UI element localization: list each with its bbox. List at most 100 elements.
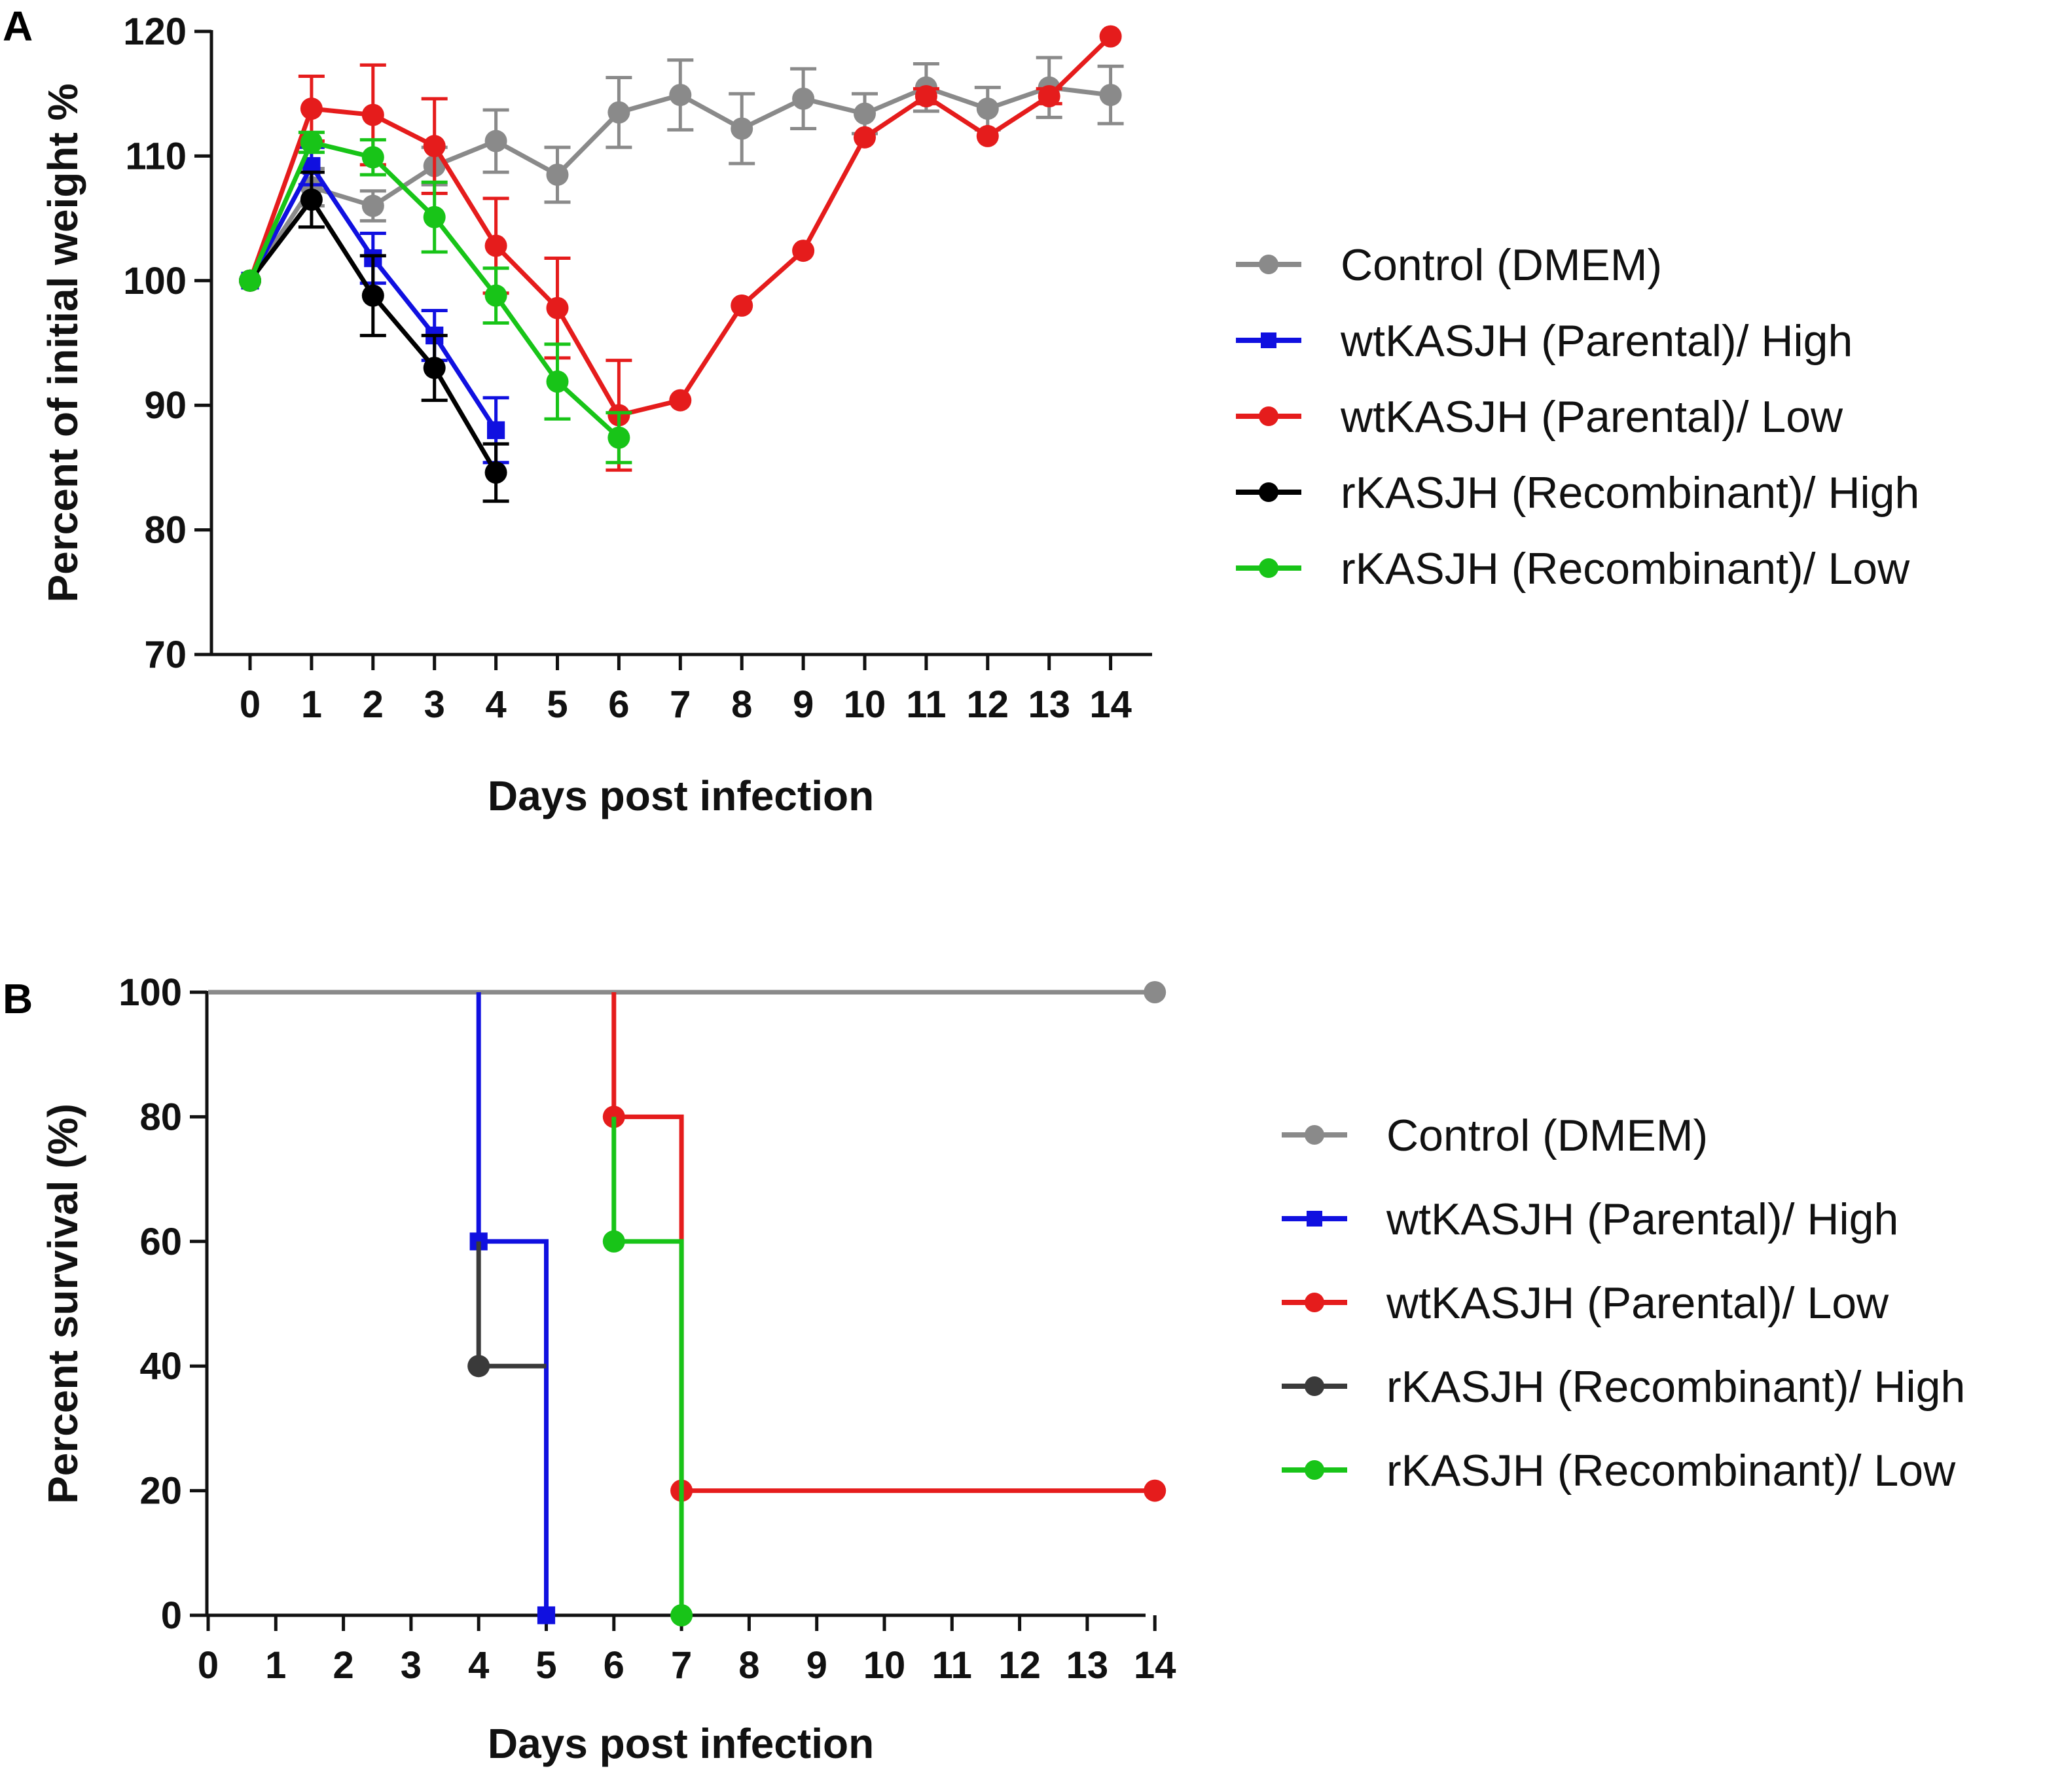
weight-point xyxy=(1099,25,1122,48)
weight-point xyxy=(546,296,569,319)
survival-series-rkasjh-recombinant-high xyxy=(467,1241,547,1378)
survival-x-tick-label: 2 xyxy=(333,1644,353,1687)
survival-x-tick-label: 9 xyxy=(806,1644,827,1687)
weight-x-tick-label: 11 xyxy=(906,683,946,726)
survival-x-tick-label: 1 xyxy=(265,1644,286,1687)
survival-x-tick-label: 14 xyxy=(1134,1644,1176,1687)
weight-point xyxy=(300,131,323,154)
survival-legend-label-rkasjh-recombinant-high: rKASJH (Recombinant)/ High xyxy=(1386,1362,1965,1412)
weight-x-tick-label: 12 xyxy=(967,683,1009,726)
weight-x-tick-label: 9 xyxy=(793,683,814,726)
survival-point xyxy=(1144,981,1167,1003)
survival-x-tick-label: 5 xyxy=(535,1644,556,1687)
weight-point xyxy=(484,234,507,257)
weight-point xyxy=(976,98,999,120)
weight-legend-label-control-dmem: Control (DMEM) xyxy=(1341,240,1662,290)
weight-legend-label-rkasjh-recombinant-high: rKASJH (Recombinant)/ High xyxy=(1341,468,1919,518)
survival-legend-marker-rkasjh-recombinant-high xyxy=(1305,1376,1324,1396)
weight-point xyxy=(361,194,384,217)
survival-x-tick-label: 11 xyxy=(932,1644,972,1687)
survival-chart: B Percent survival (%) Days post infecti… xyxy=(3,971,1965,1767)
weight-point xyxy=(361,146,384,169)
survival-y-tick-label: 20 xyxy=(139,1470,182,1513)
survival-legend-label-wtkasjh-parental-high: wtKASJH (Parental)/ High xyxy=(1386,1194,1898,1244)
survival-series-rkasjh-recombinant-low xyxy=(602,1117,693,1626)
weight-x-tick-label: 3 xyxy=(424,683,445,726)
survival-x-tick-label: 3 xyxy=(401,1644,422,1687)
weight-point xyxy=(669,84,692,107)
weight-x-tick-label: 7 xyxy=(670,683,691,726)
weight-x-tick-label: 13 xyxy=(1028,683,1070,726)
weight-point xyxy=(854,126,876,149)
survival-y-tick-label: 40 xyxy=(139,1345,182,1388)
survival-series-wtkasjh-parental-low xyxy=(602,992,1167,1502)
survival-step-line-wtkasjh-parental-low xyxy=(611,992,1155,1494)
weight-point xyxy=(239,269,261,292)
weight-point xyxy=(300,188,323,211)
survival-legend-marker-wtkasjh-parental-high xyxy=(1307,1211,1322,1227)
survival-step-line-wtkasjh-parental-high xyxy=(476,992,549,1615)
survival-x-tick-label: 6 xyxy=(604,1644,624,1687)
weight-y-tick-label: 110 xyxy=(125,135,187,177)
weight-point xyxy=(484,130,507,152)
weight-x-tick-label: 0 xyxy=(240,683,261,726)
weight-legend-marker-rkasjh-recombinant-high xyxy=(1259,482,1278,502)
weight-point xyxy=(731,294,753,317)
weight-point xyxy=(976,124,999,147)
survival-point xyxy=(1144,1479,1167,1502)
survival-legend-label-control-dmem: Control (DMEM) xyxy=(1386,1111,1708,1160)
weight-legend-marker-wtkasjh-parental-low xyxy=(1259,406,1278,426)
survival-step-line-rkasjh-recombinant-low xyxy=(611,1117,684,1615)
survival-chart-y-axis-title: Percent survival (%) xyxy=(39,1103,86,1504)
weight-point xyxy=(484,284,507,307)
weight-point xyxy=(914,85,937,108)
survival-x-tick-label: 8 xyxy=(738,1644,759,1687)
weight-point xyxy=(669,389,692,412)
survival-point xyxy=(602,1230,625,1253)
survival-x-tick-label: 4 xyxy=(468,1644,489,1687)
weight-x-tick-label: 4 xyxy=(485,683,506,726)
survival-x-tick-label: 7 xyxy=(671,1644,692,1687)
survival-point xyxy=(537,1606,556,1624)
survival-y-tick-label: 0 xyxy=(161,1594,182,1637)
survival-series-wtkasjh-parental-high xyxy=(469,992,556,1624)
survival-step-line-rkasjh-recombinant-high xyxy=(476,1241,547,1369)
survival-x-tick-label: 12 xyxy=(998,1644,1041,1687)
weight-x-tick-label: 1 xyxy=(301,683,322,726)
weight-chart-x-axis-title: Days post infection xyxy=(488,772,874,819)
survival-point xyxy=(670,1604,693,1626)
survival-x-tick-label: 0 xyxy=(198,1644,219,1687)
survival-legend-marker-rkasjh-recombinant-low xyxy=(1305,1460,1324,1480)
weight-x-tick-label: 8 xyxy=(731,683,752,726)
weight-point xyxy=(1038,85,1060,108)
weight-y-tick-label: 70 xyxy=(144,634,187,676)
survival-chart-x-axis-title: Days post infection xyxy=(488,1720,874,1767)
weight-point xyxy=(854,102,876,125)
survival-x-tick-label: 10 xyxy=(863,1644,906,1687)
weight-point xyxy=(792,240,815,262)
weight-point xyxy=(361,103,384,126)
survival-y-tick-label: 80 xyxy=(139,1096,182,1138)
weight-legend-label-wtkasjh-parental-low: wtKASJH (Parental)/ Low xyxy=(1340,392,1843,442)
weight-series-rkasjh-recombinant-low xyxy=(239,130,632,465)
weight-legend-label-wtkasjh-parental-high: wtKASJH (Parental)/ High xyxy=(1340,316,1853,366)
weight-point xyxy=(792,87,815,110)
weight-y-tick-label: 100 xyxy=(123,260,187,302)
survival-legend-label-rkasjh-recombinant-low: rKASJH (Recombinant)/ Low xyxy=(1386,1446,1956,1496)
survival-legend-marker-wtkasjh-parental-low xyxy=(1305,1293,1324,1312)
weight-point xyxy=(607,101,630,124)
weight-x-tick-label: 10 xyxy=(844,683,886,726)
weight-x-tick-label: 14 xyxy=(1089,683,1132,726)
weight-point xyxy=(423,206,446,228)
weight-x-tick-label: 2 xyxy=(363,683,384,726)
weight-legend-marker-wtkasjh-parental-high xyxy=(1261,332,1276,348)
weight-point xyxy=(1099,84,1122,107)
weight-y-tick-label: 120 xyxy=(123,10,187,53)
survival-legend-label-wtkasjh-parental-low: wtKASJH (Parental)/ Low xyxy=(1386,1278,1889,1328)
weight-point xyxy=(546,370,569,393)
weight-point xyxy=(361,284,384,307)
survival-legend-marker-control-dmem xyxy=(1305,1125,1324,1145)
weight-y-tick-label: 90 xyxy=(144,384,187,427)
weight-legend-marker-rkasjh-recombinant-low xyxy=(1259,558,1278,578)
